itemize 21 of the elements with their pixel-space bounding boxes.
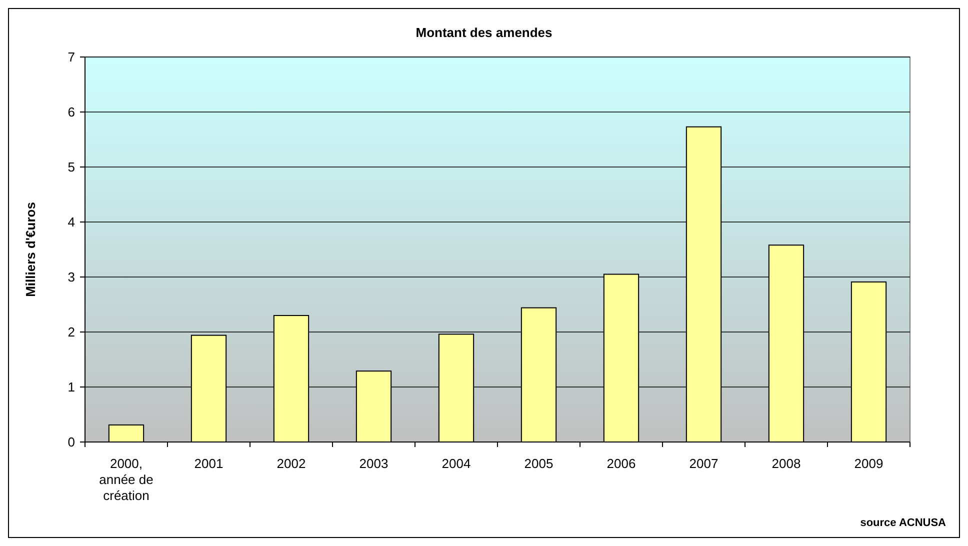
x-tick-label: 2007 (689, 456, 718, 471)
chart-title: Montant des amendes (416, 25, 552, 40)
y-tick-label: 0 (68, 434, 75, 450)
x-tick-label: 2005 (524, 456, 554, 471)
x-tick-label: 2004 (442, 456, 471, 471)
x-tick-label: 2008 (772, 456, 801, 471)
x-tick-label: 2000, année de création (99, 456, 154, 503)
source-note: source ACNUSA (860, 517, 946, 529)
x-tick-label: 2009 (854, 456, 884, 471)
y-tick-label: 5 (68, 160, 75, 175)
y-tick-label: 4 (68, 214, 75, 230)
y-tick-label: 1 (68, 380, 75, 395)
x-tick-label: 2002 (276, 456, 306, 471)
x-tick-label: 2006 (606, 456, 636, 471)
x-tick-label: 2001 (194, 456, 224, 471)
y-tick-label: 7 (68, 50, 75, 65)
y-tick-label: 2 (68, 324, 75, 340)
y-tick-label: 3 (68, 270, 75, 285)
x-tick-label: 2003 (359, 456, 388, 471)
y-tick-label: 6 (68, 104, 75, 120)
y-axis-title: Milliers d'€uros (23, 202, 38, 297)
